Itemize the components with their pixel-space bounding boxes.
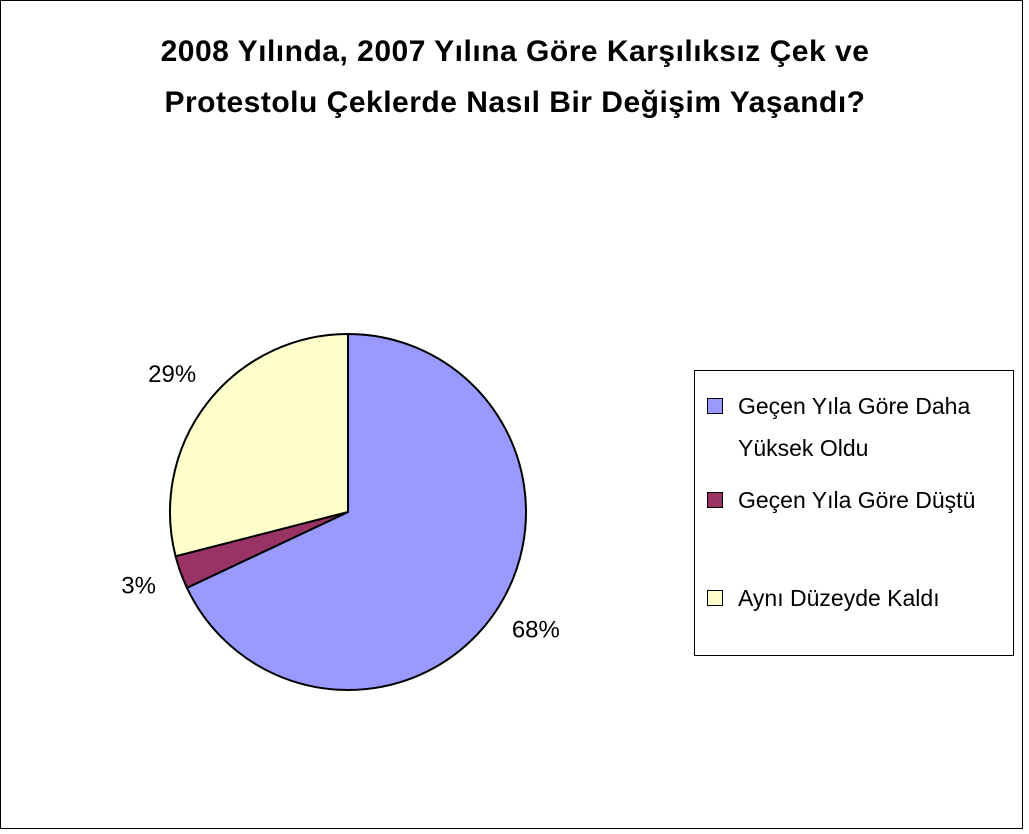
legend-swatch: [707, 398, 723, 414]
legend-label: Geçen Yıla Göre Daha Yüksek Oldu: [738, 393, 971, 461]
data-label: 3%: [121, 573, 156, 600]
pie-slice: [169, 332, 349, 558]
legend: Geçen Yıla Göre Daha Yüksek Oldu Geçen Yı…: [694, 370, 1014, 656]
pie-slice: [185, 332, 527, 691]
legend-label: Geçen Yıla Göre Düştü: [738, 487, 976, 513]
chart-title: 2008 Yılında, 2007 Yılına Göre Karşılıks…: [160, 35, 870, 119]
data-label: 68%: [512, 617, 560, 644]
legend-swatch: [707, 492, 723, 508]
legend-label: Aynı Düzeyde Kaldı: [738, 585, 940, 611]
data-label: 29%: [148, 361, 196, 388]
legend-swatch: [707, 590, 723, 606]
